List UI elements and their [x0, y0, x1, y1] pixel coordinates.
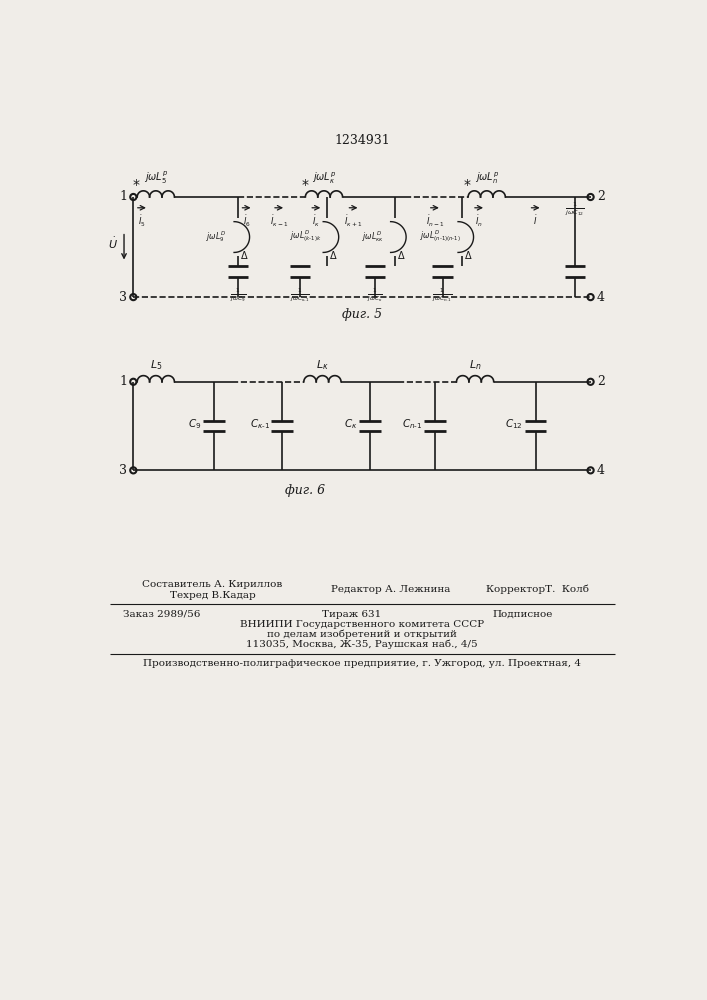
Text: $j\omega L_{\kappa\kappa}^D$: $j\omega L_{\kappa\kappa}^D$: [362, 230, 384, 244]
Text: $\Delta$: $\Delta$: [464, 249, 473, 261]
Text: фиг. 6: фиг. 6: [286, 484, 325, 497]
Text: 1: 1: [119, 190, 127, 204]
Text: $j\omega L_\kappa^p$: $j\omega L_\kappa^p$: [312, 171, 336, 186]
Text: $\Delta$: $\Delta$: [240, 249, 249, 261]
Text: 1: 1: [119, 375, 127, 388]
Text: 3: 3: [119, 464, 127, 477]
Text: $L_5$: $L_5$: [150, 358, 162, 372]
Text: Составитель А. Кириллов: Составитель А. Кириллов: [142, 580, 283, 589]
Text: Тираж 631: Тираж 631: [322, 610, 382, 619]
Text: 2: 2: [597, 375, 604, 388]
Text: ВНИИПИ Государственного комитета СССР: ВНИИПИ Государственного комитета СССР: [240, 620, 484, 629]
Text: $\frac{1}{j\omega C_{\kappa\text{-}1}}$: $\frac{1}{j\omega C_{\kappa\text{-}1}}$: [290, 287, 310, 304]
Text: $L_\kappa$: $L_\kappa$: [316, 358, 329, 372]
Text: $\frac{1}{j\omega C_\kappa}$: $\frac{1}{j\omega C_\kappa}$: [367, 287, 383, 304]
Text: 113035, Москва, Ж-35, Раушская наб., 4/5: 113035, Москва, Ж-35, Раушская наб., 4/5: [246, 640, 478, 649]
Text: $C_{n\text{-}1}$: $C_{n\text{-}1}$: [402, 418, 422, 431]
Text: $j\omega L_n^p$: $j\omega L_n^p$: [474, 171, 499, 186]
Text: $C_9$: $C_9$: [188, 418, 201, 431]
Text: 2: 2: [597, 190, 604, 204]
Text: $\dot{I}_6$: $\dot{I}_6$: [243, 213, 250, 229]
Text: 4: 4: [597, 291, 604, 304]
Text: *: *: [464, 178, 471, 192]
Text: $\dot{I}$: $\dot{I}$: [533, 213, 538, 227]
Text: $j\omega L_{(k\text{-}1)k}^D$: $j\omega L_{(k\text{-}1)k}^D$: [290, 229, 321, 245]
Text: $j\omega L_{(n\text{-}1)(n\text{-}1)}^D$: $j\omega L_{(n\text{-}1)(n\text{-}1)}^D$: [420, 229, 461, 245]
Text: $\dot{I}_{\kappa-1}$: $\dot{I}_{\kappa-1}$: [270, 213, 288, 229]
Text: фиг. 5: фиг. 5: [342, 308, 382, 321]
Text: 1234931: 1234931: [334, 134, 390, 147]
Text: $\Delta$: $\Delta$: [329, 249, 338, 261]
Text: 4: 4: [597, 464, 604, 477]
Text: Техред В.Кадар: Техред В.Кадар: [170, 591, 255, 600]
Text: $\frac{1}{j\omega C_{n\text{-}1}}$: $\frac{1}{j\omega C_{n\text{-}1}}$: [433, 287, 452, 304]
Text: $C_{12}$: $C_{12}$: [506, 418, 523, 431]
Text: $\Delta$: $\Delta$: [397, 249, 405, 261]
Text: $j\omega L_5^p$: $j\omega L_5^p$: [144, 170, 168, 186]
Text: $\dot{I}_n$: $\dot{I}_n$: [475, 213, 483, 229]
Text: $\dot{I}_{n-1}$: $\dot{I}_{n-1}$: [426, 213, 444, 229]
Text: $\frac{1}{j\omega C_{12}}$: $\frac{1}{j\omega C_{12}}$: [565, 201, 585, 218]
Text: КорректорТ.  Колб: КорректорТ. Колб: [486, 585, 590, 594]
Text: $\dot{U}$: $\dot{U}$: [108, 236, 118, 251]
Text: $\dot{I}_\kappa$: $\dot{I}_\kappa$: [312, 213, 320, 229]
Text: Редактор А. Лежнина: Редактор А. Лежнина: [331, 585, 450, 594]
Text: по делам изобретений и открытий: по делам изобретений и открытий: [267, 630, 457, 639]
Text: $j\omega L_9^D$: $j\omega L_9^D$: [206, 230, 226, 244]
Text: $C_{\kappa\text{-}1}$: $C_{\kappa\text{-}1}$: [250, 418, 270, 431]
Text: *: *: [133, 178, 140, 192]
Text: $\frac{1}{j\omega C_9}$: $\frac{1}{j\omega C_9}$: [230, 287, 246, 304]
Text: $C_\kappa$: $C_\kappa$: [344, 418, 357, 431]
Text: Заказ 2989/56: Заказ 2989/56: [123, 610, 201, 619]
Text: *: *: [301, 178, 308, 192]
Text: $\dot{I}_{\kappa+1}$: $\dot{I}_{\kappa+1}$: [344, 213, 363, 229]
Text: 3: 3: [119, 291, 127, 304]
Text: Подписное: Подписное: [492, 610, 553, 619]
Text: Производственно-полиграфическое предприятие, г. Ужгород, ул. Проектная, 4: Производственно-полиграфическое предприя…: [143, 659, 581, 668]
Text: $\dot{I}_5$: $\dot{I}_5$: [138, 213, 146, 229]
Text: $L_n$: $L_n$: [469, 358, 481, 372]
